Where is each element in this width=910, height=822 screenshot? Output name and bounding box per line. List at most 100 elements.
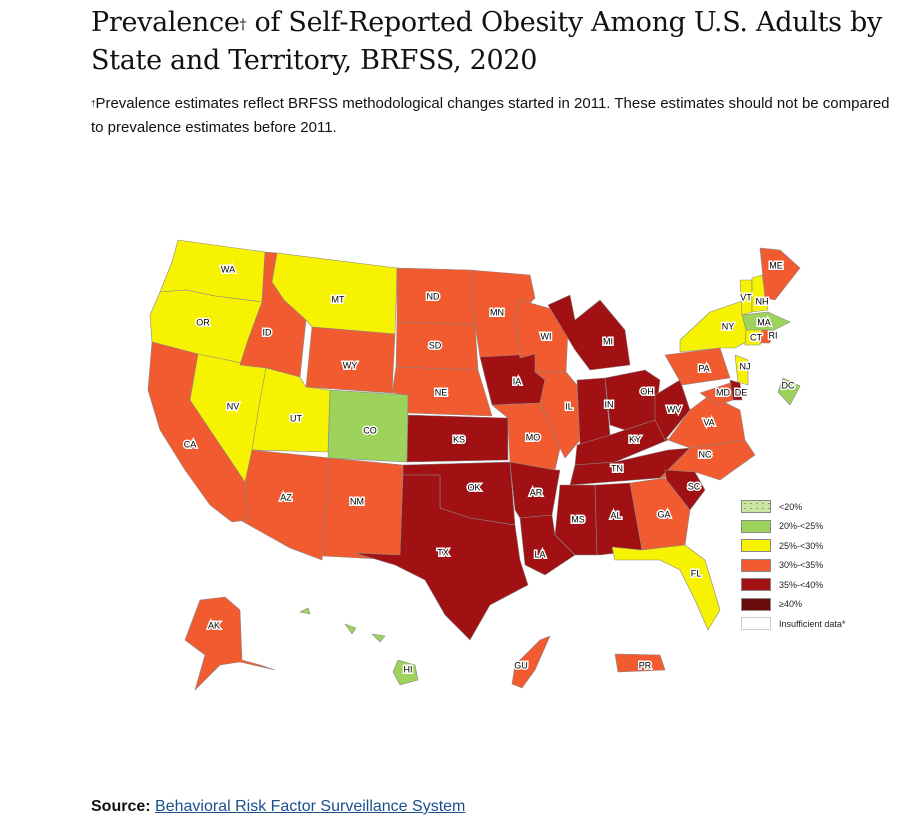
state-label-nv: NV [227, 401, 240, 411]
state-label-wy: WY [343, 360, 358, 370]
legend-swatch [741, 578, 771, 592]
legend-item: Insufficient data* [741, 614, 845, 634]
state-label-ar: AR [530, 487, 543, 497]
state-label-la: LA [534, 549, 545, 559]
state-label-ma: MA [757, 317, 771, 327]
legend-label: 35%-<40% [779, 579, 824, 590]
state-label-ms: MS [571, 514, 585, 524]
state-label-co: CO [363, 425, 377, 435]
state-label-ri: RI [769, 330, 778, 340]
legend-label: 30%-<35% [779, 560, 824, 571]
state-label-ok: OK [467, 482, 480, 492]
legend-swatch [741, 500, 771, 514]
hawaii-island [299, 607, 311, 615]
state-label-fl: FL [691, 568, 702, 578]
legend-swatch [741, 539, 771, 553]
state-label-ia: IA [513, 376, 522, 386]
state-ne [391, 366, 493, 417]
state-label-nh: NH [756, 296, 769, 306]
state-label-mo: MO [526, 432, 541, 442]
state-label-oh: OH [640, 386, 654, 396]
state-label-wi: WI [541, 331, 552, 341]
state-fl [611, 544, 721, 631]
legend-swatch [741, 519, 771, 533]
source-label: Source: [91, 798, 151, 815]
legend-item: 35%-<40% [741, 575, 845, 595]
methodology-note: †Prevalence estimates reflect BRFSS meth… [91, 95, 890, 136]
legend-swatch [741, 597, 771, 611]
state-nh [751, 274, 769, 313]
state-label-ky: KY [629, 434, 641, 444]
state-label-dc: DC [782, 380, 795, 390]
state-label-ut: UT [290, 413, 302, 423]
legend-item: 20%-<25% [741, 517, 845, 537]
legend-item: <20% [741, 497, 845, 517]
state-ma [741, 311, 791, 333]
source-line: Source: Behavioral Risk Factor Surveilla… [91, 798, 465, 816]
state-label-pa: PA [698, 363, 709, 373]
state-label-vt: VT [740, 292, 752, 302]
state-tx [354, 474, 529, 641]
state-label-ga: GA [657, 509, 670, 519]
state-ak [184, 596, 276, 691]
state-label-wv: WV [667, 404, 682, 414]
state-label-sc: SC [688, 481, 701, 491]
state-label-il: IL [565, 401, 573, 411]
state-ks [406, 414, 509, 463]
page-title: Prevalence† of Self-Reported Obesity Amo… [91, 7, 882, 76]
state-ri [759, 329, 773, 344]
state-label-mt: MT [332, 294, 345, 304]
state-label-ca: CA [184, 439, 197, 449]
state-mi [547, 294, 631, 371]
state-label-al: AL [610, 510, 621, 520]
hawaii-island [371, 633, 386, 643]
state-nm [321, 457, 404, 561]
state-gu [511, 635, 551, 689]
state-ny [679, 299, 751, 353]
state-label-or: OR [196, 317, 210, 327]
source-link[interactable]: Behavioral Risk Factor Surveillance Syst… [155, 798, 466, 815]
state-ga [629, 477, 691, 551]
legend-label: 20%-<25% [779, 521, 824, 532]
state-md [699, 382, 734, 406]
legend-item: ≥40% [741, 595, 845, 615]
state-label-gu: GU [514, 660, 528, 670]
state-label-pr: PR [639, 660, 652, 670]
state-label-hi: HI [404, 664, 413, 674]
state-label-nd: ND [427, 291, 440, 301]
state-dc [777, 377, 801, 406]
state-ms [554, 484, 598, 556]
state-label-id: ID [263, 327, 273, 337]
state-wv [654, 379, 691, 441]
state-label-de: DE [735, 387, 748, 397]
state-nj [734, 354, 749, 386]
state-label-nj: NJ [740, 361, 751, 371]
state-mt [271, 252, 398, 335]
state-label-sd: SD [429, 340, 442, 350]
state-label-ny: NY [722, 321, 735, 331]
state-label-me: ME [769, 260, 783, 270]
state-label-ct: CT [750, 332, 762, 342]
state-label-mn: MN [490, 307, 504, 317]
state-label-in: IN [605, 399, 614, 409]
state-pr [614, 653, 666, 673]
state-label-ak: AK [208, 620, 220, 630]
state-label-ks: KS [453, 434, 465, 444]
state-ct [744, 329, 763, 346]
state-label-mi: MI [603, 336, 613, 346]
state-me [759, 247, 801, 301]
legend-label: ≥40% [779, 599, 802, 610]
legend-label: <20% [779, 501, 803, 512]
state-label-nc: NC [699, 449, 712, 459]
map-legend: <20% 20%-<25% 25%-<30% 30%-<35% 35%-<40% ≥40%… [741, 497, 845, 634]
legend-item: 30%-<35% [741, 556, 845, 576]
legend-swatch [741, 617, 771, 631]
legend-item: 25%-<30% [741, 536, 845, 556]
state-label-tn: TN [611, 463, 623, 473]
legend-label: 25%-<30% [779, 540, 824, 551]
state-label-az: AZ [280, 492, 292, 502]
state-az [239, 449, 331, 561]
state-label-va: VA [703, 417, 714, 427]
state-il [534, 371, 581, 459]
